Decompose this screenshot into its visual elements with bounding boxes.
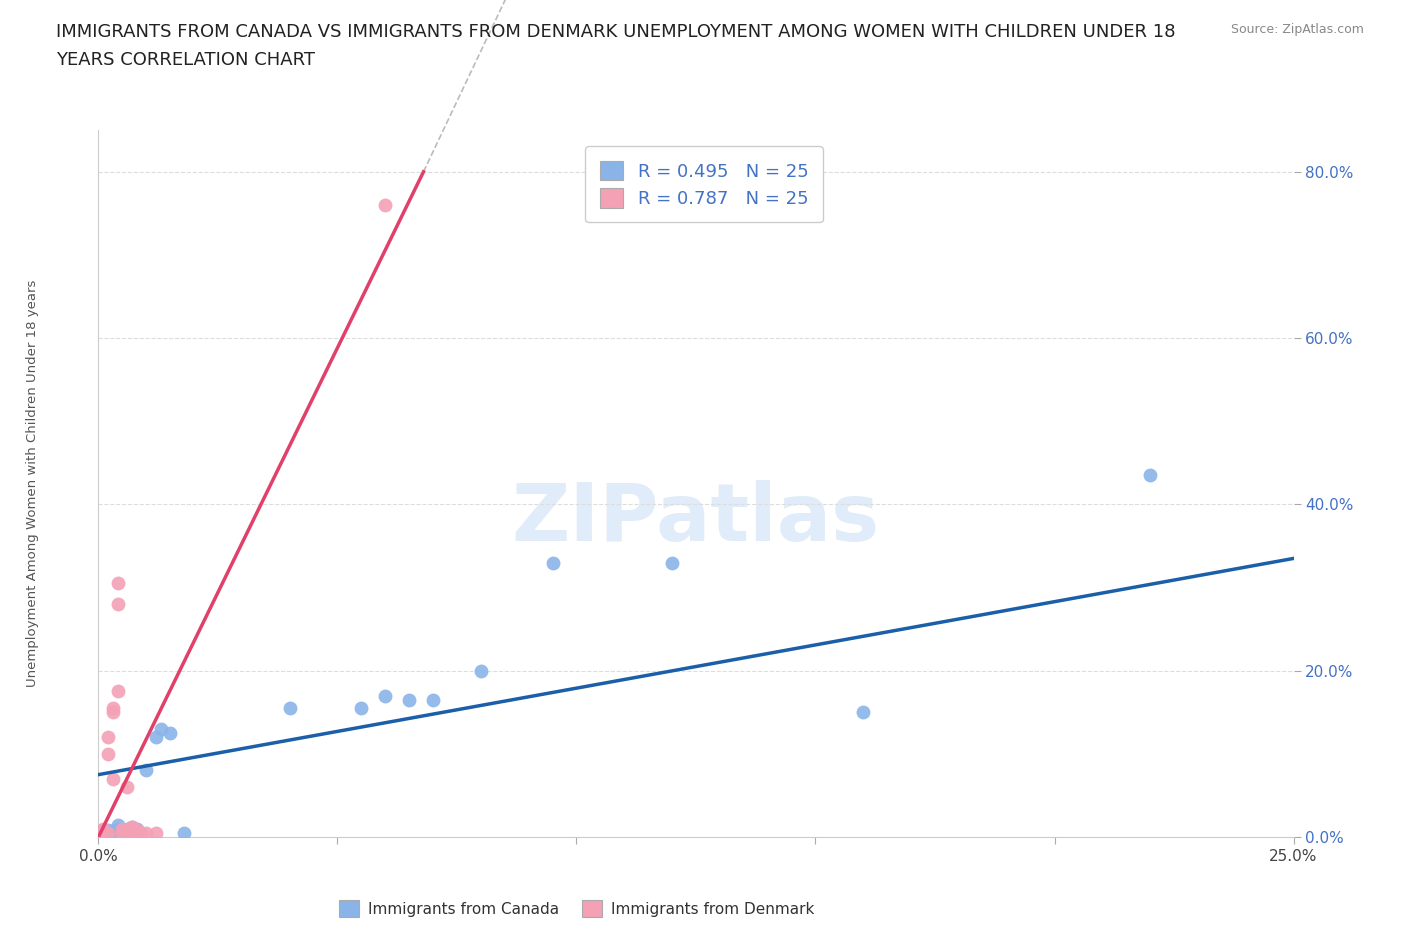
Point (145, 826, 167, 841)
Point (661, 555, 683, 570)
Point (149, 722, 172, 737)
Point (374, 197, 396, 212)
Text: Unemployment Among Women with Children Under 18 years: Unemployment Among Women with Children U… (27, 280, 39, 687)
Point (107, 821, 129, 836)
Point (1139, 468, 1161, 483)
Point (115, 823, 138, 838)
Text: YEARS CORRELATION CHART: YEARS CORRELATION CHART (56, 51, 315, 69)
Point (121, 821, 143, 836)
Point (101, 705, 124, 720)
Point (91, 826, 114, 841)
Point (107, 684, 129, 699)
Point (125, 826, 148, 841)
Point (97, 823, 120, 838)
Point (350, 700, 373, 715)
Text: IMMIGRANTS FROM CANADA VS IMMIGRANTS FROM DENMARK UNEMPLOYMENT AMONG WOMEN WITH : IMMIGRANTS FROM CANADA VS IMMIGRANTS FRO… (56, 23, 1175, 41)
Point (107, 597, 129, 612)
Point (541, 555, 564, 570)
Point (101, 824, 124, 839)
Point (97, 747, 120, 762)
Point (121, 826, 143, 841)
Point (135, 826, 157, 841)
Point (135, 763, 157, 777)
Point (121, 819, 143, 834)
Point (91, 821, 114, 836)
Point (91, 826, 114, 841)
Point (115, 821, 138, 836)
Point (470, 663, 492, 678)
Point (107, 576, 129, 591)
Text: ZIPatlas: ZIPatlas (512, 480, 880, 558)
Point (101, 700, 124, 715)
Point (422, 692, 444, 707)
Point (111, 823, 134, 838)
Point (97, 730, 120, 745)
Point (125, 821, 148, 836)
Point (173, 826, 195, 841)
Point (97, 826, 120, 841)
Point (852, 705, 875, 720)
Point (107, 817, 129, 832)
Point (97, 826, 120, 841)
Point (111, 821, 134, 836)
Text: Source: ZipAtlas.com: Source: ZipAtlas.com (1230, 23, 1364, 36)
Point (121, 819, 143, 834)
Point (101, 771, 124, 786)
Point (398, 692, 420, 707)
Point (115, 779, 138, 794)
Legend: Immigrants from Canada, Immigrants from Denmark: Immigrants from Canada, Immigrants from … (333, 894, 820, 923)
Point (374, 688, 396, 703)
Point (145, 730, 167, 745)
Point (159, 725, 181, 740)
Point (131, 826, 153, 841)
Point (125, 823, 148, 838)
Point (278, 700, 301, 715)
Point (91, 823, 114, 838)
Point (111, 826, 134, 841)
